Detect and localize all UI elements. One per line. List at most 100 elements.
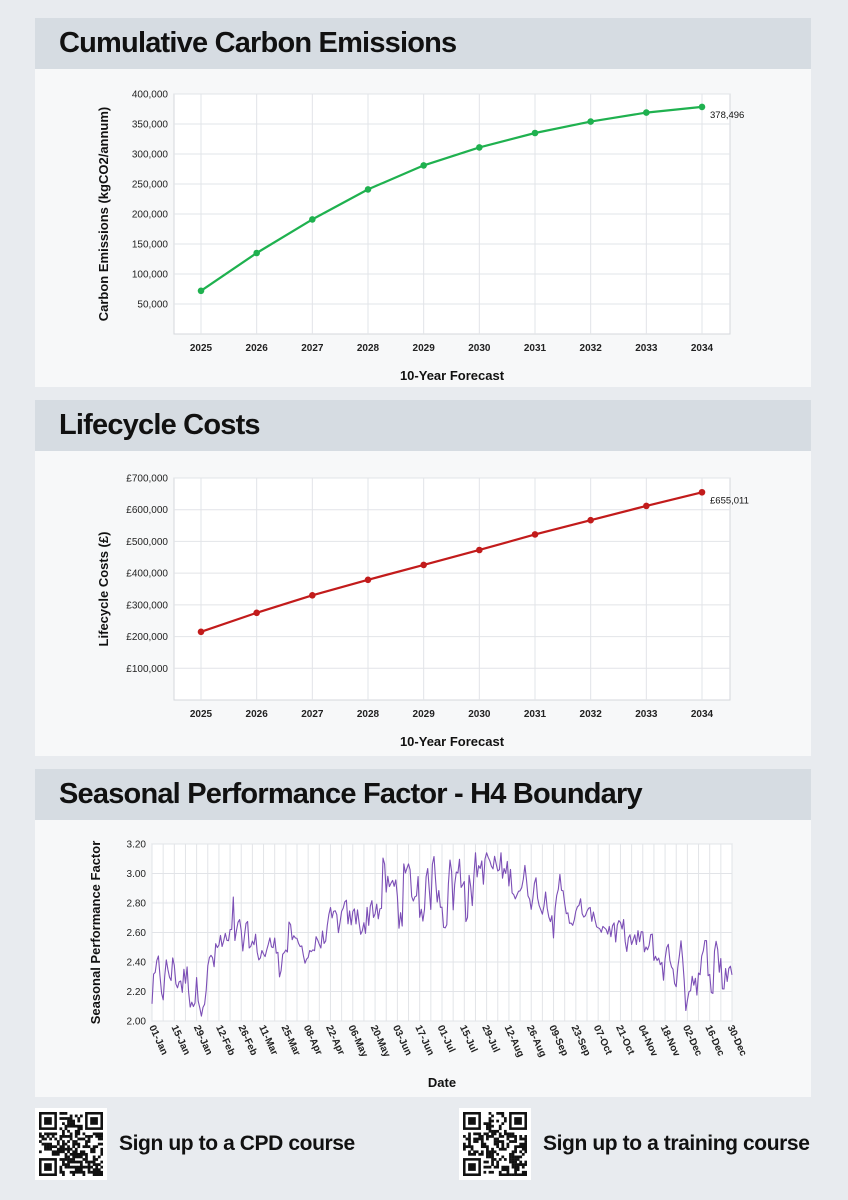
qr-module [488,1117,492,1120]
plot-area [173,477,731,701]
qr-module [62,1173,65,1176]
qr-module [514,1163,517,1166]
qr-module [521,1142,525,1146]
data-point [476,144,483,151]
qr-module [95,1145,99,1149]
qr-module [473,1150,476,1154]
qr-module [463,1142,466,1146]
qr-module [498,1173,502,1176]
data-point [476,546,483,554]
data-point [643,109,650,116]
qr-module [97,1137,101,1141]
x-tick-label: 09-Sep [546,1024,570,1058]
qr-module [64,1158,68,1161]
qr-module [503,1117,507,1120]
qr-module [64,1135,68,1138]
end-value-label: £655,011 [710,495,749,506]
qr-module [519,1137,523,1141]
training-signup-label[interactable]: Sign up to a training course [543,1132,810,1155]
qr-module [59,1147,63,1151]
x-tick-label: 2028 [357,343,380,354]
qr-module [516,1158,520,1161]
qr-module [511,1135,515,1138]
data-point [643,502,650,510]
qr-module [74,1170,78,1174]
qr-module [77,1127,81,1131]
qr-module [49,1132,52,1136]
qr-module [509,1132,512,1136]
qr-code-icon[interactable] [459,1108,531,1180]
qr-module [90,1150,93,1154]
qr-module [514,1135,517,1138]
qr-module [82,1152,86,1156]
qr-module [506,1173,510,1176]
qr-module [67,1119,70,1123]
qr-module [478,1135,482,1138]
qr-module [100,1147,103,1151]
x-tick-label: 2030 [468,709,491,720]
qr-code-icon[interactable] [35,1108,107,1180]
qr-module [95,1135,99,1138]
qr-module [39,1132,42,1136]
qr-module [82,1173,86,1176]
qr-module [465,1145,469,1149]
qr-module [62,1170,65,1174]
qr-module [67,1117,70,1120]
qr-module [506,1142,510,1146]
qr-module [59,1137,63,1141]
x-tick-label: 2025 [190,343,213,354]
qr-module [516,1173,520,1176]
qr-module [92,1173,96,1176]
x-tick-label: 17-Jun [412,1024,436,1058]
qr-module [74,1142,78,1146]
qr-module [498,1127,502,1131]
x-axis-title: 10-Year Forecast [400,368,505,383]
qr-module [480,1150,484,1154]
data-point [420,162,427,169]
qr-module [59,1170,63,1174]
qr-module [62,1117,65,1120]
qr-module [59,1168,63,1172]
qr-module [77,1170,81,1174]
qr-module [87,1145,91,1149]
qr-module [509,1140,512,1143]
qr-module [87,1165,91,1169]
qr-module [79,1127,83,1131]
qr-module [506,1170,510,1174]
lifecycle-costs-panel: Lifecycle Costs £100,000 £200,000 £300,000… [35,400,811,756]
x-tick-label: 23-Sep [569,1024,593,1058]
qr-module [496,1163,500,1166]
qr-module [483,1132,487,1136]
qr-module [67,1122,70,1125]
qr-module [491,1155,494,1159]
qr-module [496,1165,500,1169]
qr-module [514,1145,517,1149]
qr-finder [90,1117,98,1125]
qr-module [79,1165,83,1169]
qr-module [501,1155,505,1159]
qr-module [493,1140,497,1143]
qr-module [496,1112,500,1115]
training-signup[interactable]: Sign up to a training course [459,1108,810,1180]
qr-module [74,1124,78,1128]
qr-module [74,1132,78,1136]
qr-module [39,1135,42,1138]
cpd-signup[interactable]: Sign up to a CPD course [35,1108,355,1180]
qr-module [506,1168,510,1172]
qr-module [100,1165,103,1169]
qr-module [470,1152,474,1156]
cpd-signup-label[interactable]: Sign up to a CPD course [119,1132,355,1155]
qr-module [483,1122,487,1125]
qr-module [519,1145,523,1149]
y-tick-label: 3.00 [127,869,147,880]
qr-module [486,1122,489,1125]
qr-module [69,1117,73,1120]
qr-module [41,1135,45,1138]
qr-module [521,1152,525,1156]
data-point [698,103,706,111]
qr-module [480,1142,484,1146]
qr-module [79,1163,83,1166]
qr-module [468,1137,471,1141]
qr-module [85,1140,88,1143]
qr-module [62,1142,65,1146]
